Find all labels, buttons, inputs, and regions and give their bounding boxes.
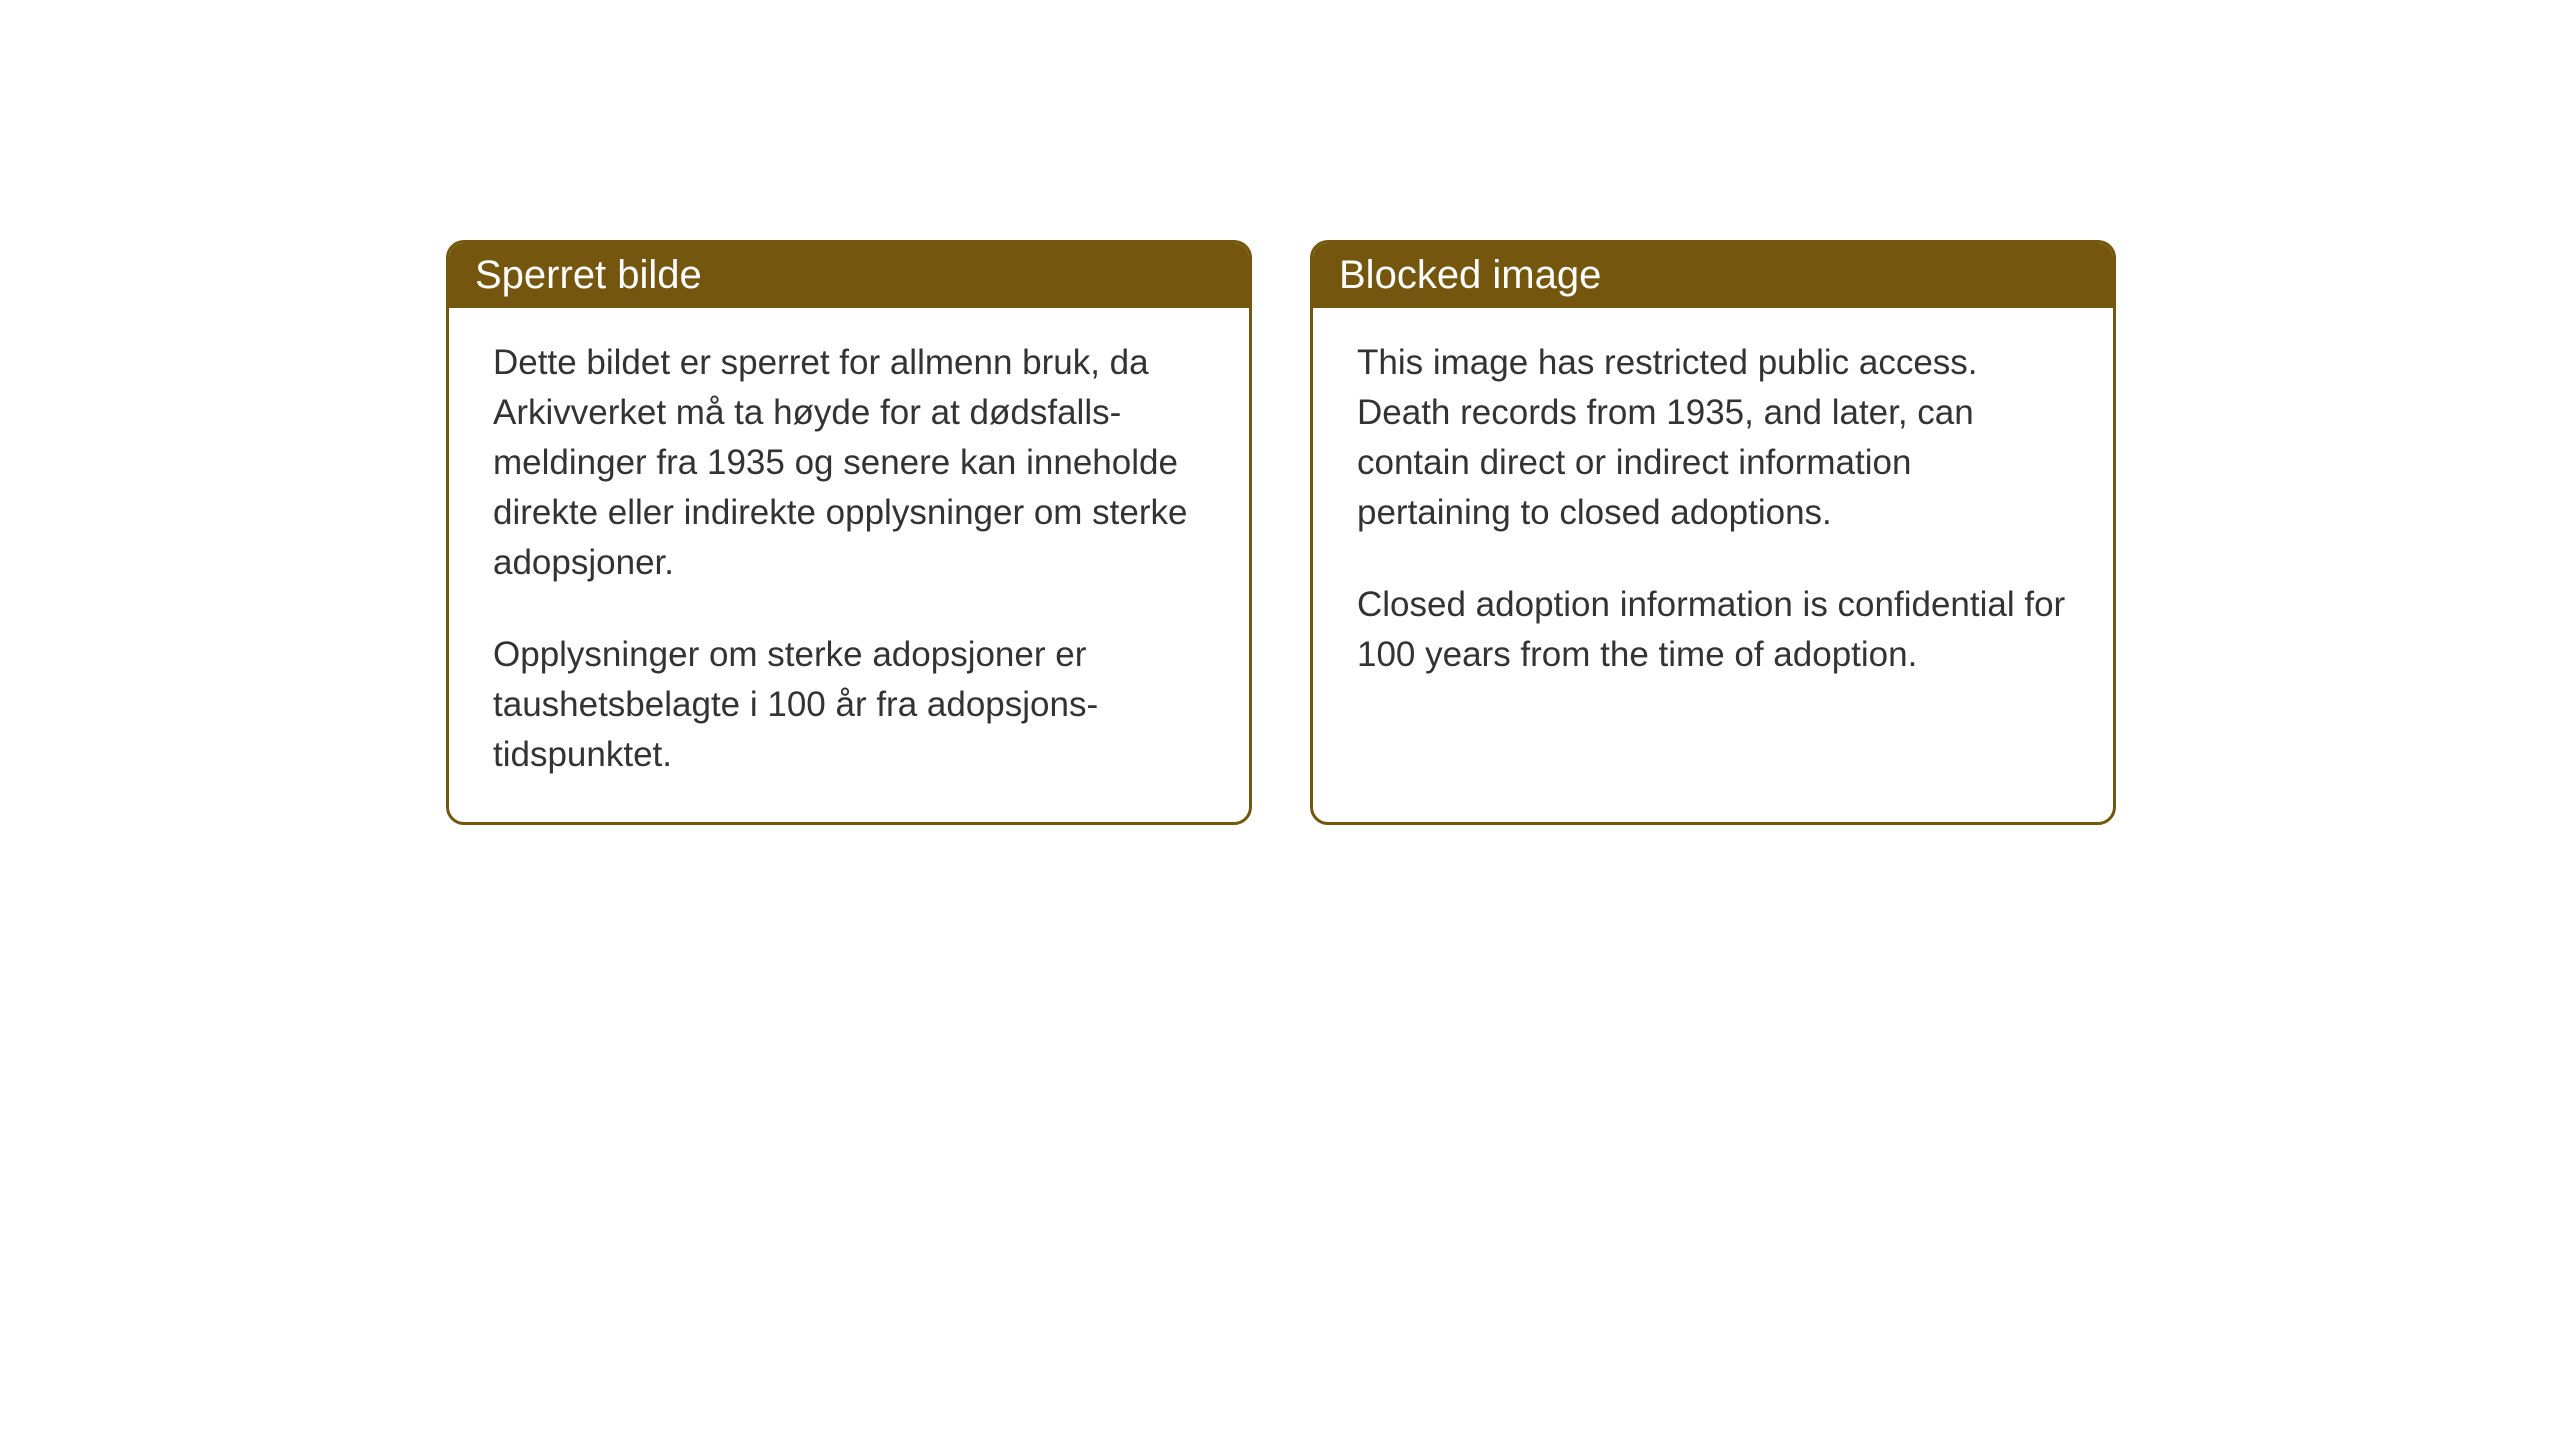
notice-card-english: Blocked image This image has restricted … — [1310, 240, 2116, 825]
notice-card-norwegian: Sperret bilde Dette bildet er sperret fo… — [446, 240, 1252, 825]
card-header-english: Blocked image — [1313, 243, 2113, 308]
card-header-norwegian: Sperret bilde — [449, 243, 1249, 308]
card-body-english: This image has restricted public access.… — [1313, 308, 2113, 790]
notice-container: Sperret bilde Dette bildet er sperret fo… — [446, 240, 2116, 825]
card-paragraph-norwegian-1: Dette bildet er sperret for allmenn bruk… — [493, 338, 1205, 588]
card-title-norwegian: Sperret bilde — [475, 253, 702, 297]
card-paragraph-norwegian-2: Opplysninger om sterke adopsjoner er tau… — [493, 630, 1205, 780]
card-paragraph-english-1: This image has restricted public access.… — [1357, 338, 2069, 538]
card-title-english: Blocked image — [1339, 253, 1601, 297]
card-body-norwegian: Dette bildet er sperret for allmenn bruk… — [449, 308, 1249, 822]
card-paragraph-english-2: Closed adoption information is confident… — [1357, 580, 2069, 680]
